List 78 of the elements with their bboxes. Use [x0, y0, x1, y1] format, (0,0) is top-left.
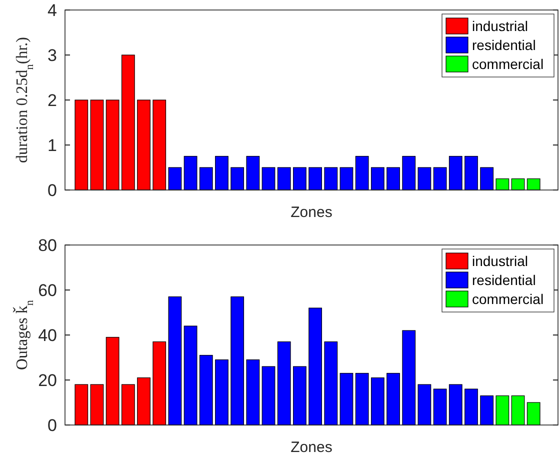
bar	[418, 384, 432, 426]
y-tick-label: 4	[48, 0, 57, 20]
bar	[464, 156, 478, 190]
bar	[386, 167, 400, 190]
bar	[152, 341, 166, 426]
bar	[262, 167, 276, 190]
bar	[293, 167, 306, 190]
y-tick-label: 40	[38, 326, 57, 345]
bar	[106, 336, 120, 426]
bar	[433, 167, 447, 190]
bar	[308, 308, 322, 426]
bar	[448, 384, 462, 426]
bar	[121, 384, 135, 426]
bar	[137, 100, 150, 190]
bar	[246, 359, 260, 426]
bar	[340, 372, 354, 426]
bar	[355, 372, 369, 426]
bar	[308, 167, 322, 190]
y-tick-label: 0	[48, 180, 57, 200]
y-tick-label: 3	[48, 46, 57, 65]
bar	[230, 167, 244, 190]
bar	[137, 377, 150, 426]
legend-label: commercial	[472, 290, 544, 307]
bar	[121, 54, 135, 190]
x-axis-title: Zones	[290, 439, 332, 456]
bar	[370, 377, 384, 426]
bar	[246, 156, 260, 190]
bar	[90, 384, 104, 426]
bar	[526, 402, 540, 426]
bar	[511, 178, 525, 190]
bar	[340, 167, 354, 190]
bar	[324, 341, 338, 426]
bar	[199, 167, 213, 190]
legend-label: residential	[472, 272, 536, 288]
bar	[448, 156, 462, 190]
bar	[355, 156, 369, 190]
bar	[402, 156, 416, 190]
y-tick-label: 60	[38, 280, 57, 300]
bar	[293, 366, 306, 426]
bar	[402, 330, 416, 426]
bar	[262, 366, 276, 426]
bar	[526, 178, 540, 190]
bar	[480, 167, 494, 190]
bar	[480, 395, 494, 426]
y-tick-label: 1	[48, 136, 57, 155]
bar	[496, 395, 510, 426]
bar	[184, 326, 198, 426]
bar	[496, 178, 510, 190]
bar	[230, 296, 244, 426]
y-tick-label: 2	[48, 90, 57, 110]
bar	[464, 388, 478, 426]
bar	[324, 167, 338, 190]
bar	[511, 395, 525, 426]
legend-label: residential	[472, 36, 536, 53]
bar	[199, 354, 213, 426]
bar	[277, 341, 291, 426]
bar	[433, 388, 447, 426]
y-tick-label: 0	[48, 416, 57, 435]
bar	[418, 167, 432, 190]
bar	[184, 156, 198, 190]
legend-label: industrial	[472, 18, 528, 34]
y-tick-label: 80	[38, 236, 57, 255]
bar	[215, 359, 228, 426]
bar	[370, 167, 384, 190]
bar	[277, 167, 291, 190]
bar	[90, 100, 104, 190]
x-axis-title: Zones	[290, 204, 332, 221]
bar	[168, 167, 182, 190]
bar	[168, 296, 182, 426]
bar	[152, 100, 166, 190]
bar	[386, 372, 400, 426]
legend-label: industrial	[472, 252, 528, 269]
y-tick-label: 20	[38, 370, 57, 390]
bar	[74, 384, 88, 426]
legend-label: commercial	[472, 56, 544, 72]
bar	[74, 100, 88, 190]
bar	[215, 156, 228, 190]
bar	[106, 100, 120, 190]
